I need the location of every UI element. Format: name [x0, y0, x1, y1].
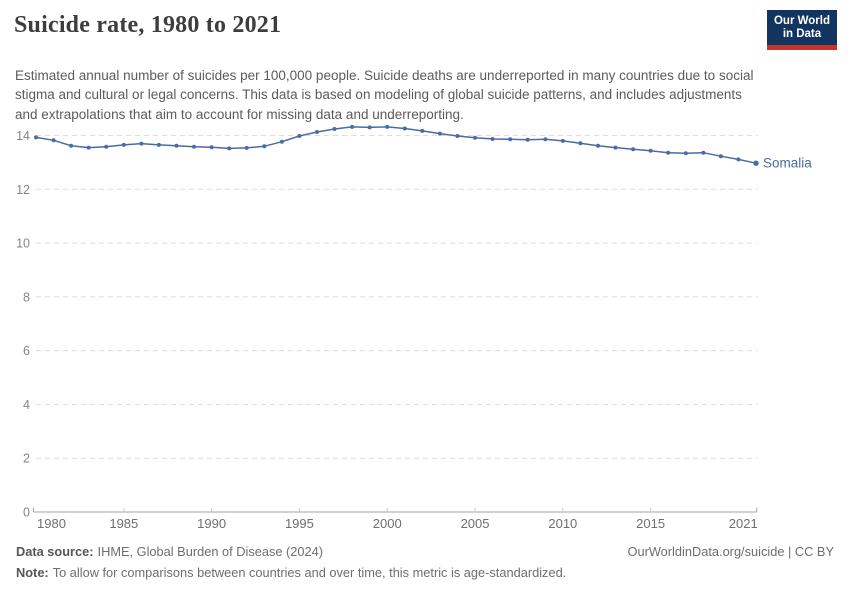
data-point[interactable]: [121, 142, 126, 147]
data-point[interactable]: [578, 141, 583, 146]
page-title: Suicide rate, 1980 to 2021: [14, 12, 282, 38]
data-point[interactable]: [490, 137, 495, 141]
x-tick-label: 1990: [197, 516, 226, 531]
data-point[interactable]: [402, 126, 407, 131]
owid-logo-line2: in Data: [782, 28, 822, 40]
chart-footer: Data source: IHME, Global Burden of Disea…: [16, 541, 834, 583]
data-point[interactable]: [455, 134, 460, 138]
data-point[interactable]: [227, 146, 232, 151]
y-tick-label: 0: [23, 506, 30, 520]
series-label-somalia[interactable]: Somalia: [763, 156, 812, 171]
chart-subtitle: Estimated annual number of suicides per …: [15, 67, 754, 122]
data-point[interactable]: [332, 127, 337, 131]
data-point[interactable]: [174, 143, 179, 148]
data-point[interactable]: [508, 137, 513, 142]
data-point[interactable]: [596, 143, 600, 148]
data-source-text: IHME, Global Burden of Disease (2024): [97, 544, 324, 559]
data-source-line: Data source: IHME, Global Burden of Disea…: [16, 541, 323, 562]
data-point[interactable]: [666, 150, 671, 155]
y-tick-label: 2: [23, 452, 30, 466]
owid-license-link[interactable]: OurWorldinData.org/suicide | CC BY: [627, 544, 835, 559]
data-point[interactable]: [437, 131, 442, 136]
note-label: Note:: [16, 565, 49, 580]
owid-logo[interactable]: Our World in Data: [766, 10, 837, 50]
data-point[interactable]: [473, 135, 477, 140]
data-point[interactable]: [367, 125, 372, 130]
y-tick-label: 10: [16, 237, 30, 251]
data-point[interactable]: [192, 144, 196, 149]
data-source-label: Data source:: [16, 544, 94, 559]
data-point[interactable]: [648, 148, 653, 153]
series-line-somalia[interactable]: [35, 126, 757, 164]
data-point[interactable]: [560, 138, 565, 143]
owid-logo-line1: Our World: [773, 15, 830, 27]
data-point[interactable]: [718, 154, 723, 159]
data-point[interactable]: [683, 151, 688, 156]
data-point[interactable]: [51, 138, 56, 143]
y-tick-label: 8: [23, 290, 30, 304]
y-tick-label: 12: [16, 183, 30, 197]
data-point[interactable]: [244, 145, 249, 150]
data-point[interactable]: [613, 145, 618, 150]
x-tick-label: 1980: [37, 516, 66, 531]
x-tick-label: 2021: [729, 516, 758, 531]
y-tick-label: 14: [16, 129, 30, 143]
x-tick-label: 1995: [285, 516, 314, 531]
data-point[interactable]: [420, 128, 425, 133]
x-tick-label: 1985: [109, 516, 138, 531]
data-point[interactable]: [34, 135, 38, 140]
data-point[interactable]: [315, 130, 319, 134]
data-point[interactable]: [525, 137, 530, 142]
data-point[interactable]: [69, 143, 74, 148]
data-point[interactable]: [139, 141, 144, 146]
y-tick-label: 6: [23, 344, 30, 358]
x-tick-label: 2015: [636, 516, 665, 531]
x-tick-label: 2000: [373, 516, 402, 531]
data-point[interactable]: [631, 147, 636, 152]
x-tick-label: 2010: [548, 516, 577, 531]
note-text: To allow for comparisons between countri…: [52, 565, 567, 580]
data-point[interactable]: [543, 137, 548, 142]
data-point[interactable]: [209, 145, 214, 150]
data-point[interactable]: [279, 139, 284, 144]
data-point[interactable]: [86, 145, 91, 150]
data-point[interactable]: [104, 144, 109, 149]
data-point[interactable]: [350, 124, 355, 129]
data-point[interactable]: [701, 150, 706, 155]
data-point[interactable]: [753, 160, 759, 166]
data-point[interactable]: [156, 142, 161, 147]
data-point[interactable]: [297, 134, 302, 138]
data-point[interactable]: [736, 157, 741, 162]
data-point[interactable]: [262, 144, 267, 149]
data-point[interactable]: [385, 124, 390, 129]
y-tick-label: 4: [23, 398, 30, 412]
x-tick-label: 2005: [461, 516, 490, 531]
